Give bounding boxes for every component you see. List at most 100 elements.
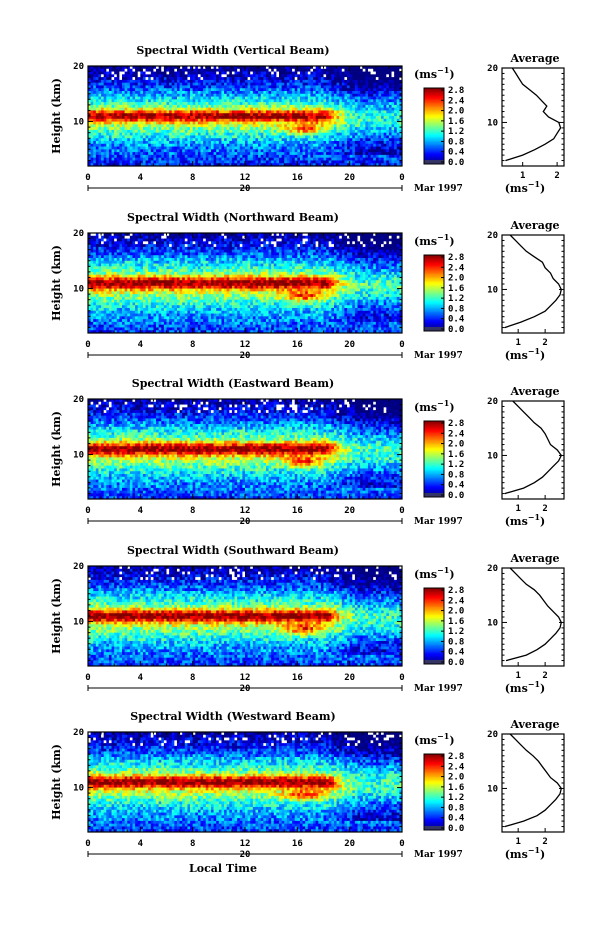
heatmap-cell: [95, 118, 99, 122]
heatmap-cell: [373, 85, 377, 89]
heatmap-cell: [148, 88, 152, 92]
heatmap-cell: [237, 135, 241, 139]
heatmap-cell: [169, 152, 173, 156]
heatmap-cell: [302, 143, 306, 147]
heatmap-cell: [299, 68, 303, 72]
heatmap-cell: [142, 138, 146, 142]
heatmap-cell: [284, 91, 288, 95]
heatmap-cell: [396, 96, 400, 100]
heatmap-cell: [137, 93, 141, 97]
heatmap-cell: [205, 79, 209, 84]
heatmap-cell: [331, 85, 335, 89]
heatmap-cell: [127, 88, 131, 92]
heatmap-cell: [388, 154, 392, 159]
heatmap-cell: [226, 154, 230, 159]
heatmap-cell: [124, 149, 128, 153]
heatmap-cell: [95, 255, 99, 259]
heatmap-cell: [328, 152, 332, 156]
heatmap-cell: [90, 85, 94, 89]
heatmap-cell: [245, 141, 248, 145]
heatmap-cell: [93, 163, 97, 167]
heatmap-cell: [182, 71, 186, 75]
heatmap-cell: [106, 135, 110, 139]
heatmap-cell: [108, 102, 112, 106]
heatmap-cell: [367, 138, 371, 142]
heatmap-cell: [116, 152, 120, 156]
heatmap-cell: [184, 110, 188, 114]
colorbar-segment: [424, 119, 444, 121]
heatmap-cell: [326, 135, 330, 139]
heatmap-cell: [200, 143, 204, 147]
heatmap-cell: [347, 79, 351, 84]
heatmap-cell: [268, 127, 272, 131]
heatmap-cell: [354, 85, 358, 89]
heatmap-cell: [370, 79, 374, 84]
heatmap-cell: [271, 66, 275, 70]
heatmap-cell: [381, 110, 385, 114]
heatmap-cell: [127, 149, 131, 153]
heatmap-cell: [203, 77, 207, 81]
heatmap-cell: [391, 82, 395, 86]
heatmap-cell: [252, 88, 256, 92]
heatmap-cell: [367, 163, 371, 167]
heatmap-cell: [297, 116, 301, 120]
heatmap-cell: [399, 77, 403, 81]
heatmap-cell: [245, 93, 248, 97]
heatmap-cell: [362, 85, 366, 89]
heatmap-cell: [362, 107, 366, 111]
heatmap-cell: [122, 110, 125, 114]
heatmap-cell: [276, 102, 280, 106]
heatmap-cell: [289, 129, 293, 134]
heatmap-cell: [286, 163, 290, 167]
heatmap-cell: [318, 129, 322, 134]
heatmap-cell: [163, 141, 167, 145]
heatmap-cell: [276, 141, 280, 145]
heatmap-cell: [263, 146, 267, 150]
heatmap-cell: [284, 107, 288, 111]
heatmap-cell: [339, 74, 343, 78]
heatmap-cell: [179, 146, 183, 150]
heatmap-cell: [200, 118, 204, 122]
heatmap-cell: [108, 285, 112, 289]
heatmap-cell: [195, 127, 199, 131]
heatmap-cell: [265, 96, 269, 100]
heatmap-cell: [255, 107, 259, 111]
heatmap-cell: [195, 141, 199, 145]
heatmap-cell: [171, 82, 175, 86]
heatmap-cell: [111, 102, 115, 106]
heatmap-cell: [333, 99, 337, 103]
heatmap-cell: [289, 88, 293, 92]
heatmap-cell: [375, 77, 379, 81]
heatmap-cell: [210, 79, 214, 84]
heatmap-cell: [140, 118, 144, 122]
heatmap-cell: [247, 79, 251, 84]
heatmap-cell: [305, 160, 309, 164]
heatmap-cell: [360, 149, 364, 153]
heatmap-cell: [265, 132, 269, 136]
heatmap-cell: [323, 163, 327, 167]
heatmap-cell: [221, 152, 225, 156]
heatmap-cell: [200, 152, 204, 156]
heatmap-cell: [360, 132, 364, 136]
heatmap-cell: [190, 138, 194, 142]
heatmap-cell: [221, 104, 225, 109]
heatmap-cell: [114, 330, 118, 334]
heatmap-cell: [166, 129, 170, 134]
heatmap-cell: [302, 124, 306, 128]
heatmap-cell: [108, 113, 112, 117]
heatmap-cell: [90, 305, 94, 309]
heatmap-cell: [370, 96, 374, 100]
heatmap-cell: [362, 104, 366, 109]
heatmap-cell: [255, 121, 259, 125]
heatmap-cell: [216, 102, 220, 106]
heatmap-cell: [106, 91, 110, 95]
heatmap-cell: [333, 113, 337, 117]
heatmap-cell: [200, 102, 204, 106]
heatmap-cell: [265, 163, 269, 167]
heatmap-cell: [375, 85, 379, 89]
heatmap-cell: [210, 135, 214, 139]
heatmap-cell: [381, 88, 385, 92]
heatmap-cell: [276, 107, 280, 111]
heatmap-cell: [187, 71, 191, 75]
heatmap-cell: [135, 85, 139, 89]
